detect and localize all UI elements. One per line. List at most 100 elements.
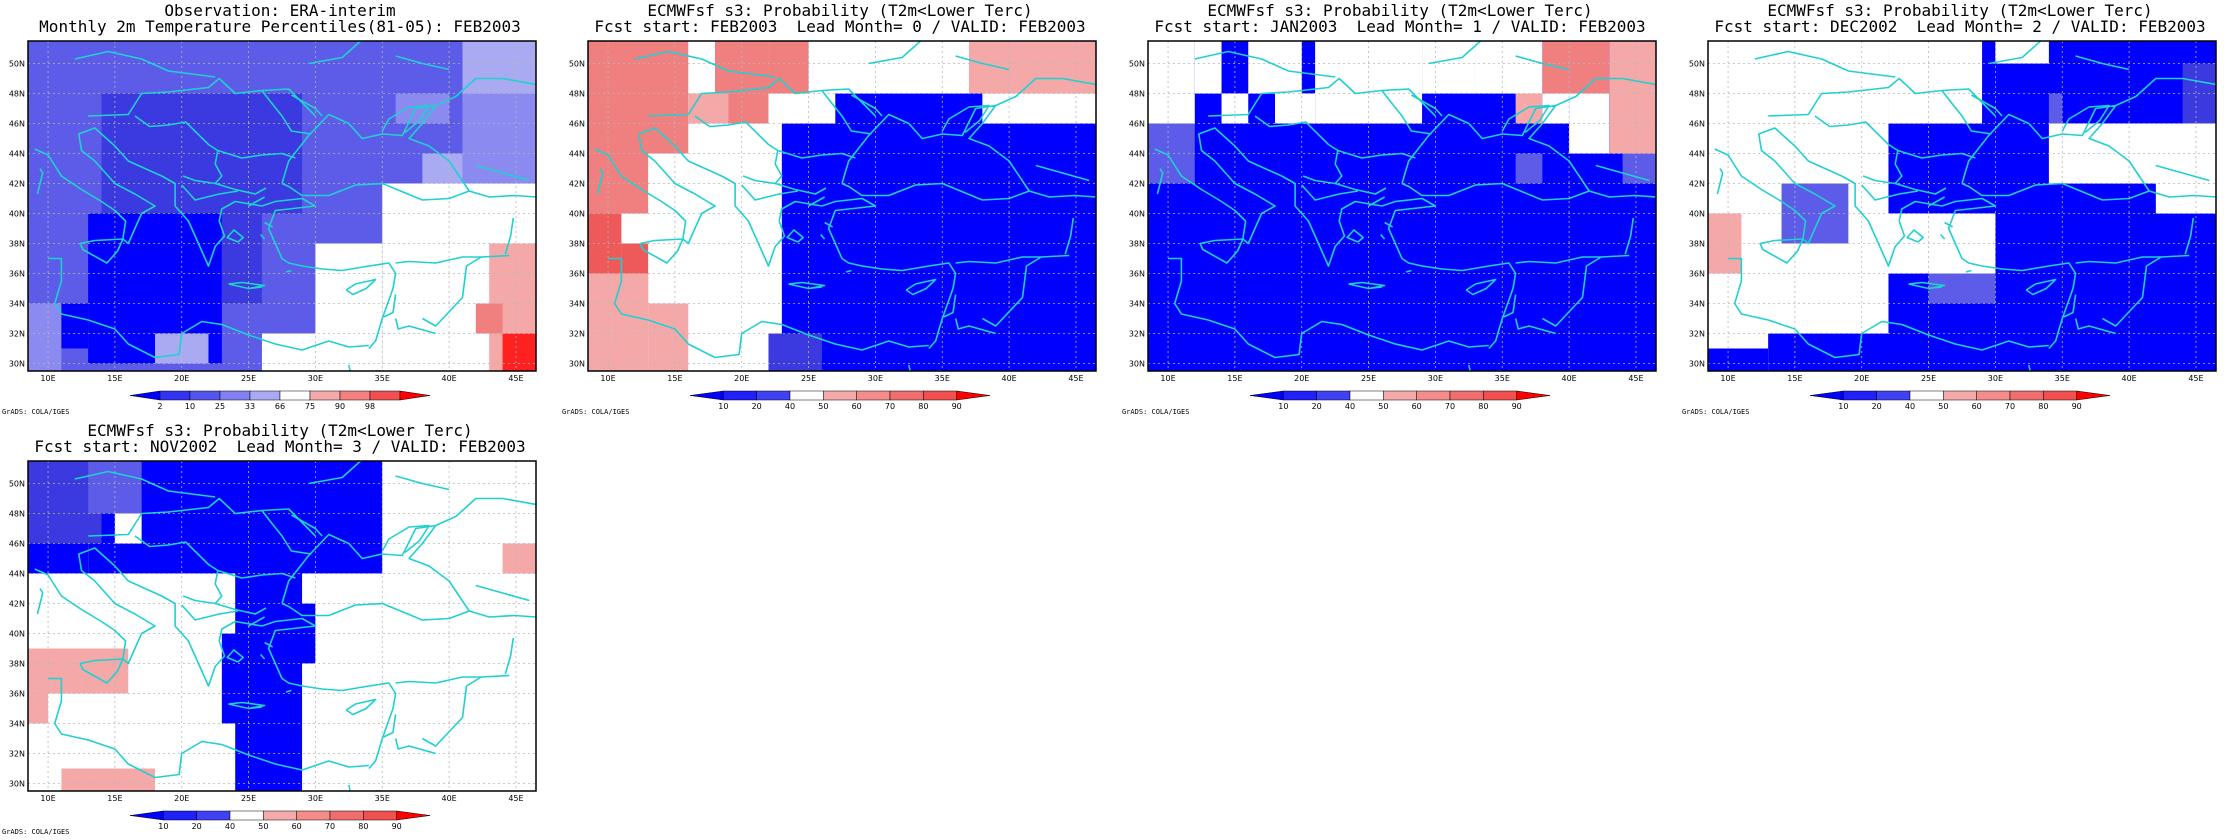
coastline <box>435 497 536 527</box>
coastline <box>1894 182 1947 195</box>
coastline <box>394 318 436 335</box>
lat-tick-label: 36N <box>9 270 25 279</box>
lon-tick-label: 20E <box>1294 374 1309 383</box>
shaded-cells <box>1148 41 1656 371</box>
probability-cell <box>395 93 450 124</box>
grads-credit: GrADS: COLA/IGES <box>2 408 70 416</box>
colorbar-segment <box>399 390 431 401</box>
grads-credit: GrADS: COLA/IGES <box>1682 408 1750 416</box>
coastline <box>48 257 369 359</box>
probability-cell <box>768 41 809 94</box>
coastline <box>1095 144 1096 146</box>
coastline <box>1928 196 1945 207</box>
colorbar-label: 90 <box>952 402 962 411</box>
coastline <box>2155 164 2210 182</box>
coastline <box>1941 197 2077 350</box>
colorbar-label: 90 <box>2072 402 2082 411</box>
coastline <box>348 364 351 371</box>
colorbar-label: 70 <box>2005 402 2015 411</box>
coastline <box>383 294 397 318</box>
colorbar: 10 20 40 50 60 70 80 90 <box>129 810 431 831</box>
coastline <box>181 604 239 621</box>
colorbar-segment <box>2076 390 2111 401</box>
lon-tick-label: 30E <box>308 794 323 803</box>
lat-tick-label: 46N <box>1689 120 1705 129</box>
coastline <box>1588 190 1656 198</box>
coastline <box>395 254 510 264</box>
lat-tick-label: 46N <box>9 120 25 129</box>
lat-tick-label: 44N <box>9 570 25 579</box>
colorbar-label: 60 <box>852 402 862 411</box>
coastline <box>1655 144 1656 146</box>
coastline <box>1940 233 1946 240</box>
lat-tick-label: 46N <box>1129 120 1145 129</box>
colorbar-label: 60 <box>1972 402 1982 411</box>
colorbar-label: 50 <box>818 402 828 411</box>
coastline <box>248 196 265 207</box>
coastline <box>2148 190 2216 198</box>
lon-tick-label: 45E <box>1068 374 1083 383</box>
colorbar-segment <box>889 390 924 401</box>
coastline <box>1754 50 1896 78</box>
shaded-cells <box>28 461 536 791</box>
colorbar-segment <box>1316 390 1351 401</box>
colorbar-label: 10 <box>1838 402 1848 411</box>
coastline <box>1405 269 1412 273</box>
coastline <box>821 90 872 135</box>
colorbar-segment <box>369 390 401 401</box>
probability-cell <box>462 93 536 184</box>
map-plot: 10E 15E 20E 25E 30E 35E 40E 45E 50N 48N 46N 44N 42N 4… <box>569 40 1097 411</box>
colorbar-label: 70 <box>885 402 895 411</box>
coastline <box>1971 94 2003 117</box>
lon-tick-label: 30E <box>1988 374 2003 383</box>
lat-tick-label: 44N <box>569 150 585 159</box>
coastline <box>1897 149 1976 159</box>
lon-tick-label: 10E <box>40 794 55 803</box>
lon-tick-label: 30E <box>308 374 323 383</box>
lat-tick-label: 30N <box>1689 360 1705 369</box>
coastline <box>1714 127 1943 267</box>
probability-cell <box>1275 93 1316 124</box>
lat-tick-label: 30N <box>1129 360 1145 369</box>
coastline <box>1337 149 1416 159</box>
coastline <box>345 698 377 716</box>
colorbar-label: 20 <box>192 822 202 831</box>
coastline <box>1908 281 1946 290</box>
coastline <box>1035 164 1090 182</box>
lon-tick-label: 20E <box>1854 374 1869 383</box>
coastline <box>214 182 267 195</box>
probability-cell <box>1221 93 1249 124</box>
colorbar-label: 90 <box>335 402 345 411</box>
coastline <box>1468 364 1471 371</box>
lat-tick-label: 42N <box>1689 180 1705 189</box>
coastline <box>214 602 267 615</box>
lon-tick-label: 15E <box>667 374 682 383</box>
lat-tick-label: 42N <box>9 600 25 609</box>
colorbar-label: 40 <box>1345 402 1355 411</box>
coastline <box>1941 90 1992 135</box>
panel-title-line1: Observation: ERA-interim <box>164 1 396 20</box>
coastline <box>435 77 536 107</box>
coastline <box>808 286 822 290</box>
lat-tick-label: 48N <box>569 90 585 99</box>
colorbar-segment <box>1843 390 1877 401</box>
coastline <box>79 658 124 684</box>
lat-tick-label: 48N <box>1129 90 1145 99</box>
colorbar-segment <box>263 810 297 821</box>
colorbar-label: 60 <box>292 822 302 831</box>
coastline <box>34 547 263 687</box>
lat-tick-label: 34N <box>569 300 585 309</box>
coastline <box>217 569 296 579</box>
coastline <box>648 77 876 117</box>
coastline <box>941 104 990 134</box>
lon-tick-label: 20E <box>734 374 749 383</box>
lon-tick-label: 20E <box>174 374 189 383</box>
coastline <box>475 164 530 182</box>
colorbar-segment <box>2009 390 2044 401</box>
lat-tick-label: 50N <box>1129 60 1145 69</box>
colorbar-label: 33 <box>245 402 255 411</box>
coastline <box>1381 197 1517 350</box>
grads-credit: GrADS: COLA/IGES <box>562 408 630 416</box>
coastline <box>383 714 397 738</box>
colorbar-segment <box>1976 390 2011 401</box>
